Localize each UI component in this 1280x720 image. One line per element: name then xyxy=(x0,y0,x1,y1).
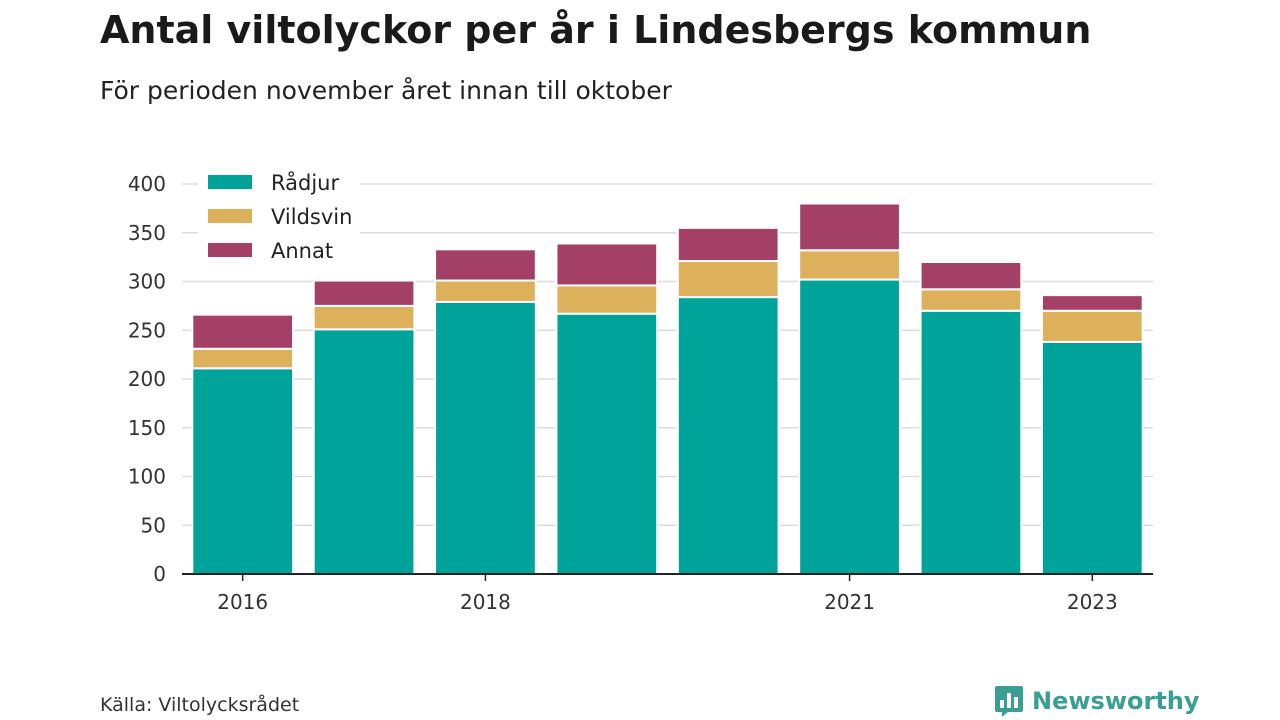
y-tick-label: 350 xyxy=(128,221,166,245)
bar-segment xyxy=(676,226,780,263)
chart-subtitle: För perioden november året innan till ok… xyxy=(100,76,672,105)
bar-segment xyxy=(676,296,780,575)
bar-segment xyxy=(434,248,537,282)
bar-segment xyxy=(1040,294,1144,312)
bar-segment xyxy=(919,309,1023,575)
bar-segment xyxy=(919,288,1023,312)
bar-segment xyxy=(312,279,416,307)
x-tick-label: 2023 xyxy=(1067,590,1118,614)
y-tick-label: 250 xyxy=(128,318,166,342)
bar-segment xyxy=(1040,309,1144,343)
legend-swatch xyxy=(208,175,252,189)
x-tick-label: 2021 xyxy=(824,590,875,614)
source-note: Källa: Viltolycksrådet xyxy=(100,694,300,716)
bar-segment xyxy=(676,260,780,299)
y-tick-label: 100 xyxy=(128,465,166,489)
bar-segment xyxy=(312,328,416,575)
legend-label: Vildsvin xyxy=(271,205,352,229)
y-tick-label: 150 xyxy=(128,416,166,440)
legend-label: Annat xyxy=(271,239,333,263)
y-tick-label: 0 xyxy=(153,562,166,586)
bar-segment xyxy=(555,312,659,575)
brand-logo: Newsworthy xyxy=(994,684,1200,718)
legend-label: Rådjur xyxy=(271,170,339,195)
bar-segment xyxy=(312,304,416,331)
y-axis-ticks: 0 50 100 150 200 250 300 350 400 xyxy=(128,172,166,586)
bar-segment xyxy=(798,202,901,252)
bar-segment xyxy=(919,261,1023,291)
x-tick-label: 2018 xyxy=(460,590,511,614)
bar-segment xyxy=(434,300,537,575)
x-tick-label: 2016 xyxy=(217,590,268,614)
brand-name: Newsworthy xyxy=(1032,687,1200,715)
y-tick-label: 200 xyxy=(128,367,166,391)
y-tick-label: 400 xyxy=(128,172,166,196)
bar-segment xyxy=(798,278,901,575)
y-tick-label: 50 xyxy=(141,513,166,537)
legend-swatch xyxy=(208,209,252,223)
bar-segment xyxy=(434,279,537,303)
y-tick-label: 300 xyxy=(128,270,166,294)
bar-segment xyxy=(191,367,295,575)
bar-segment xyxy=(555,284,659,315)
bar-segment xyxy=(1040,340,1144,576)
bar-segment xyxy=(191,347,295,370)
bar-segment xyxy=(798,249,901,281)
bar-chart-bubble-icon xyxy=(995,686,1023,717)
legend-swatch xyxy=(208,243,252,257)
legend: Rådjur Vildsvin Annat xyxy=(198,165,360,269)
bar-segment xyxy=(191,313,295,350)
bars xyxy=(191,202,1144,576)
chart-title: Antal viltolyckor per år i Lindesbergs k… xyxy=(100,8,1092,52)
x-axis: 2016 2018 2021 2023 xyxy=(182,573,1153,614)
bar-segment xyxy=(555,242,659,287)
